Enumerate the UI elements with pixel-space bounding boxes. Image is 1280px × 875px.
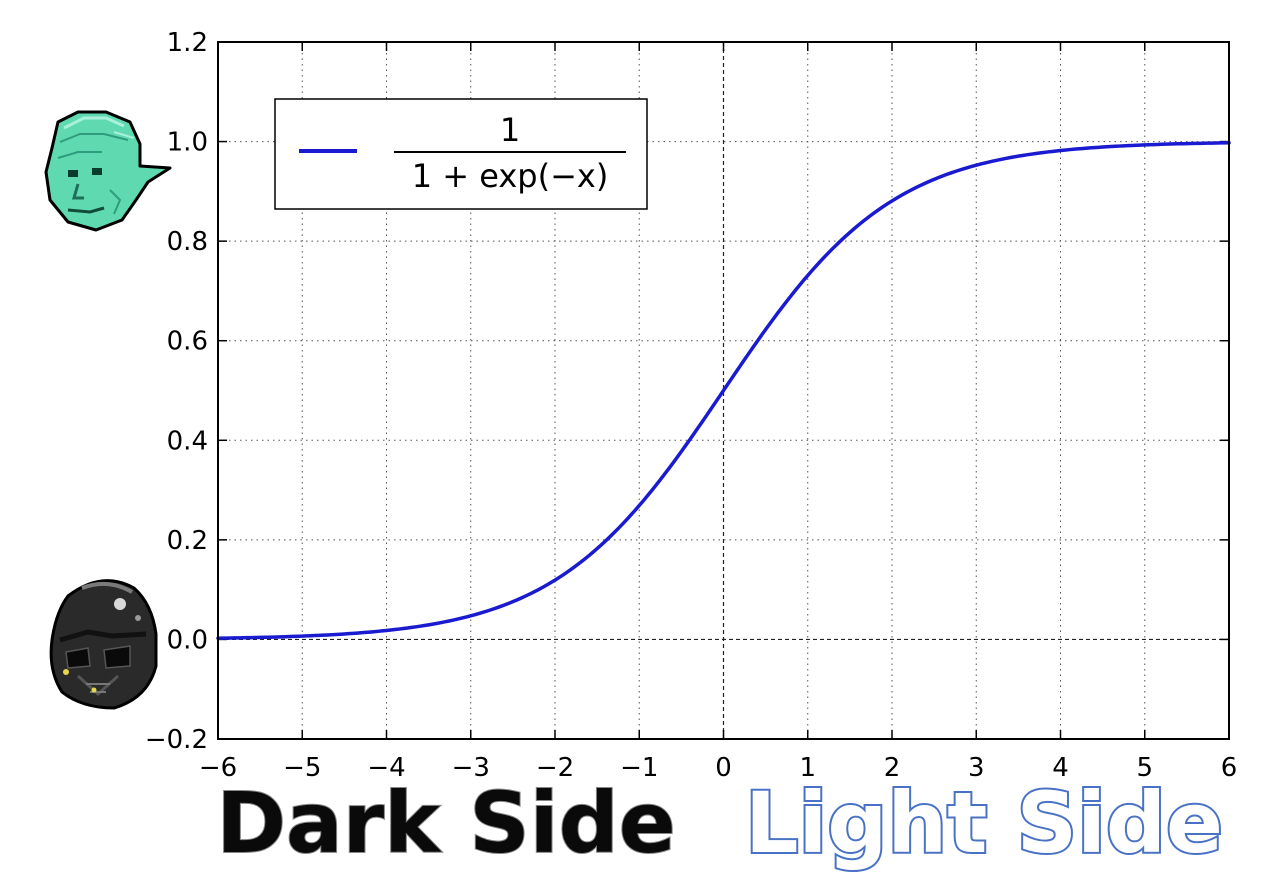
goblin-head-icon bbox=[44, 110, 172, 232]
x-tick-labels: −6 −5 −4 −3 −2 −1 0 1 2 3 4 5 6 bbox=[199, 753, 1237, 783]
x-tick-label: −4 bbox=[367, 753, 405, 783]
x-tick-label: −1 bbox=[620, 753, 658, 783]
x-tick-label: 3 bbox=[968, 753, 985, 783]
sigmoid-series-line bbox=[216, 141, 1231, 640]
legend-numerator: 1 bbox=[500, 111, 520, 149]
y-tick-labels: −0.2 0.0 0.2 0.4 0.6 0.8 1.0 1.2 bbox=[145, 28, 208, 755]
x-tick-label: 0 bbox=[715, 753, 732, 783]
y-tick-label: 0.8 bbox=[167, 227, 208, 257]
legend: 1 1 + exp(−x) bbox=[274, 98, 648, 210]
y-tick-label: 0.6 bbox=[167, 327, 208, 357]
x-tick-label: 2 bbox=[884, 753, 901, 783]
dark-side-label: Dark Side bbox=[216, 774, 675, 872]
x-tick-label: 1 bbox=[799, 753, 816, 783]
legend-box bbox=[274, 98, 648, 210]
legend-denominator: 1 + exp(−x) bbox=[412, 157, 609, 195]
x-tick-label: 4 bbox=[1052, 753, 1069, 783]
x-tick-label: −3 bbox=[452, 753, 490, 783]
y-tick-label: 0.2 bbox=[167, 526, 208, 556]
y-tick-label: 0.0 bbox=[167, 625, 208, 655]
light-side-label: Light Side bbox=[745, 774, 1223, 872]
x-tick-label: −5 bbox=[283, 753, 321, 783]
plot-frame bbox=[217, 41, 1230, 740]
x-tick-label: 5 bbox=[1136, 753, 1153, 783]
y-tick-label: −0.2 bbox=[145, 725, 208, 755]
curve-layer bbox=[216, 141, 1231, 640]
y-tick-label: 1.2 bbox=[167, 28, 208, 58]
y-tick-label: 1.0 bbox=[167, 128, 208, 158]
x-tick-label: 6 bbox=[1221, 753, 1238, 783]
dark-helmet-icon bbox=[49, 579, 158, 710]
x-tick-label: −6 bbox=[199, 753, 237, 783]
y-tick-label: 0.4 bbox=[167, 426, 208, 456]
x-tick-label: −2 bbox=[536, 753, 574, 783]
